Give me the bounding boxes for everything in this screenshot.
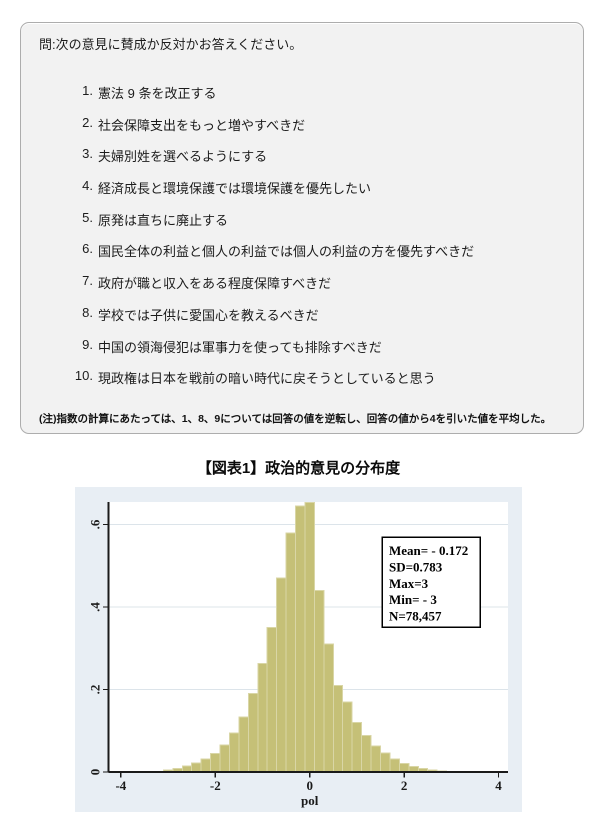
list-item: 8. 学校では子供に愛国心を教えるべきだ: [39, 305, 565, 337]
histogram-bar: [200, 758, 212, 773]
list-item: 2. 社会保障支出をもっと増やすべきだ: [39, 115, 565, 147]
histogram-bar: [295, 505, 306, 773]
y-tick-label: .4: [88, 602, 103, 612]
item-number: 7.: [82, 273, 93, 289]
item-number: 10.: [74, 368, 93, 384]
histogram-bar: [266, 627, 278, 773]
y-tick-label: 0: [88, 769, 103, 776]
histogram-bar: [351, 722, 363, 773]
question-prompt: 問:次の意見に賛成か反対かお答えください。: [39, 37, 303, 52]
histogram-bar: [323, 643, 334, 773]
x-axis-title: pol: [301, 793, 319, 808]
item-number: 9.: [82, 336, 93, 352]
stats-line: SD=0.783: [389, 559, 443, 574]
item-number: 1.: [82, 83, 93, 98]
stats-line: Max=3: [389, 576, 429, 591]
histogram-bar: [389, 758, 400, 773]
x-tick-label: -4: [115, 778, 126, 793]
item-text: 中国の領海侵犯は軍事力を使っても排除すべきだ: [98, 339, 382, 355]
item-text: 政府が職と収入をある程度保障すべきだ: [98, 276, 332, 292]
histogram-bar: [398, 762, 410, 773]
histogram-bar: [247, 693, 259, 773]
stats-line: N=78,457: [389, 609, 442, 624]
list-item: 7. 政府が職と収入をある程度保障すべきだ: [39, 273, 565, 305]
y-tick-label: .6: [88, 519, 103, 529]
histogram-bar: [276, 577, 287, 773]
list-item: 6. 国民全体の利益と個人の利益では個人の利益の方を優先すべきだ: [39, 241, 565, 273]
item-text: 経済成長と環境保護では環境保護を優先したい: [98, 181, 372, 197]
item-number: 3.: [82, 146, 93, 162]
y-tick-label: .2: [88, 685, 103, 695]
list-item: 1. 憲法 9 条を改正する: [39, 83, 565, 115]
item-text: 夫婦別姓を選べるようにする: [98, 149, 268, 165]
item-number: 2.: [82, 114, 93, 130]
histogram-bar: [228, 732, 240, 773]
histogram-bar: [380, 752, 391, 773]
item-text: 国民全体の利益と個人の利益では個人の利益の方を優先すべきだ: [98, 244, 475, 260]
histogram-bar: [370, 745, 381, 773]
item-text: 現政権は日本を戦前の暗い時代に戻そうとしていると思う: [98, 371, 436, 387]
histogram-bar: [313, 590, 325, 773]
histogram-bar: [361, 735, 372, 773]
stats-box: [381, 536, 481, 628]
question-footnote: (注)指数の計算にあたっては、1、8、9については回答の値を逆転し、回答の値から…: [39, 412, 552, 425]
opinion-list: 1. 憲法 9 条を改正する 2. 社会保障支出をもっと増やすべきだ 3. 夫婦別姓を…: [39, 83, 565, 400]
stats-line: Min= - 3: [389, 592, 437, 607]
item-number: 5.: [82, 209, 93, 225]
item-text: 社会保障支出をもっと増やすべきだ: [98, 117, 306, 133]
item-number: 8.: [82, 304, 93, 320]
histogram-bar: [342, 701, 353, 773]
histogram-bar: [181, 765, 193, 773]
item-number: 6.: [82, 241, 93, 257]
x-tick-label: -2: [210, 778, 221, 793]
item-text: 原発は直ちに廃止する: [98, 212, 229, 228]
stats-line: Mean= - 0.172: [389, 543, 468, 558]
x-tick-label: 4: [495, 778, 502, 793]
x-tick-label: 0: [306, 778, 313, 793]
histogram-bar: [304, 502, 315, 773]
figure-title: 【図表1】政治的意見の分布度: [196, 460, 401, 477]
list-item: 5. 原発は直ちに廃止する: [39, 210, 565, 242]
list-item: 4. 経済成長と環境保護では環境保護を優先したい: [39, 178, 565, 210]
histogram-bar: [238, 716, 249, 773]
histogram-bar: [210, 752, 221, 773]
histogram-bar: [257, 663, 268, 773]
item-number: 4.: [82, 178, 93, 194]
x-tick-label: 2: [401, 778, 408, 793]
list-item: 10. 現政権は日本を戦前の暗い時代に戻そうとしていると思う: [39, 368, 565, 400]
item-text: 憲法 9 条を改正する: [98, 86, 217, 101]
histogram-bar: [332, 684, 344, 773]
list-item: 3. 夫婦別姓を選べるようにする: [39, 146, 565, 178]
histogram-chart: 0 .2 .4 .6 -4 -2 0 2 4 pol Mean= - 0.172 SD=0.783 Ma…: [75, 487, 522, 812]
list-item: 9. 中国の領海侵犯は軍事力を使っても排除すべきだ: [39, 337, 565, 369]
item-text: 学校では子供に愛国心を教えるべきだ: [98, 307, 319, 323]
histogram-bar: [285, 532, 297, 773]
histogram-bar: [191, 762, 202, 773]
histogram-bar: [219, 744, 230, 773]
survey-question-box: 問:次の意見に賛成か反対かお答えください。 1. 憲法 9 条を改正する 2. 社会…: [20, 22, 584, 434]
histogram-bar: [408, 766, 419, 773]
